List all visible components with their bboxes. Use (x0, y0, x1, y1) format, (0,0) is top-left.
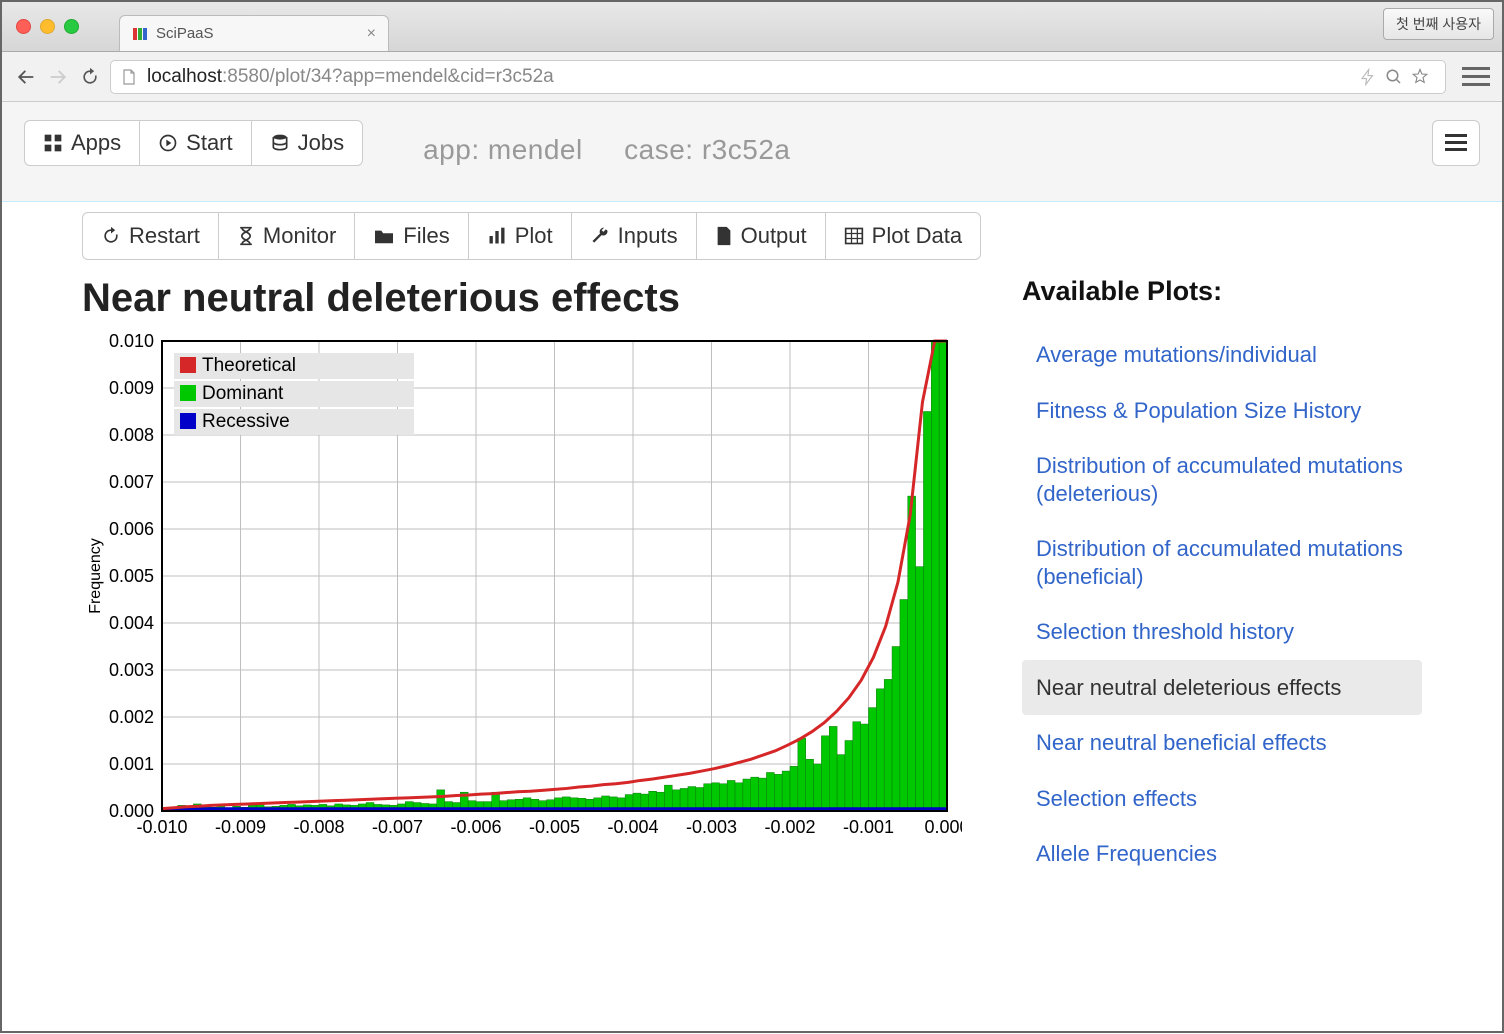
plot-link[interactable]: Distribution of accumulated mutations (b… (1022, 521, 1422, 604)
plot-column: Near neutral deleterious effects -0.010-… (82, 276, 962, 882)
plot-button[interactable]: Plot (468, 212, 572, 260)
available-plots-title: Available Plots: (1022, 276, 1422, 307)
svg-text:0.005: 0.005 (109, 566, 154, 586)
url-path: :8580/plot/34?app=mendel&cid=r3c52a (222, 66, 554, 88)
output-button[interactable]: Output (696, 212, 826, 260)
play-circle-icon (158, 133, 178, 153)
bolt-icon[interactable] (1359, 68, 1377, 86)
browser-toolbar: localhost:8580/plot/34?app=mendel&cid=r3… (2, 52, 1502, 102)
nav-back-button[interactable] (14, 65, 38, 89)
svg-text:0.001: 0.001 (109, 754, 154, 774)
window-minimize-button[interactable] (40, 19, 55, 34)
svg-text:0.002: 0.002 (109, 707, 154, 727)
restart-button[interactable]: Restart (82, 212, 219, 260)
plot-link-list: Average mutations/individualFitness & Po… (1022, 327, 1422, 882)
svg-text:-0.009: -0.009 (215, 817, 266, 837)
plot-data-button[interactable]: Plot Data (825, 212, 982, 260)
folder-icon (373, 227, 395, 245)
svg-text:-0.003: -0.003 (686, 817, 737, 837)
user-menu-label: 첫 번째 사용자 (1396, 14, 1481, 34)
bar-chart-icon (487, 226, 507, 246)
svg-text:0.010: 0.010 (109, 331, 154, 351)
browser-user-menu[interactable]: 첫 번째 사용자 (1383, 8, 1494, 40)
svg-text:0.007: 0.007 (109, 472, 154, 492)
hourglass-icon (237, 226, 255, 246)
browser-menu-button[interactable] (1462, 63, 1490, 91)
jobs-button[interactable]: Jobs (251, 120, 363, 166)
svg-text:0.008: 0.008 (109, 425, 154, 445)
nav-forward-button[interactable] (46, 65, 70, 89)
tab-close-icon[interactable]: × (367, 25, 376, 43)
nav-reload-button[interactable] (78, 65, 102, 89)
svg-text:0.004: 0.004 (109, 613, 154, 633)
inputs-button[interactable]: Inputs (571, 212, 697, 260)
window-zoom-button[interactable] (64, 19, 79, 34)
plot-link[interactable]: Selection effects (1022, 771, 1422, 827)
database-icon (270, 133, 290, 153)
plot-title: Near neutral deleterious effects (82, 276, 962, 321)
main-content: Near neutral deleterious effects -0.010-… (2, 276, 1502, 882)
svg-text:-0.006: -0.006 (450, 817, 501, 837)
app-header: Apps Start Jobs app: mendel case: r3c52a (2, 102, 1502, 202)
plot-link[interactable]: Average mutations/individual (1022, 327, 1422, 383)
apps-label: Apps (71, 130, 121, 156)
plot-link[interactable]: Near neutral deleterious effects (1022, 660, 1422, 716)
svg-text:Theoretical: Theoretical (202, 355, 296, 376)
wrench-icon (590, 226, 610, 246)
plot-link[interactable]: Distribution of accumulated mutations (d… (1022, 438, 1422, 521)
svg-text:0.009: 0.009 (109, 378, 154, 398)
url-host: localhost (147, 66, 222, 88)
svg-text:-0.002: -0.002 (764, 817, 815, 837)
tab-favicon (132, 26, 148, 42)
svg-text:0.003: 0.003 (109, 660, 154, 680)
svg-text:-0.001: -0.001 (843, 817, 894, 837)
browser-tab-bar: SciPaaS × (119, 2, 389, 51)
plot-link[interactable]: Fitness & Population Size History (1022, 383, 1422, 439)
svg-text:Dominant: Dominant (202, 383, 284, 404)
available-plots-panel: Available Plots: Average mutations/indiv… (1022, 276, 1422, 882)
svg-text:-0.004: -0.004 (607, 817, 658, 837)
jobs-label: Jobs (298, 130, 344, 156)
hamburger-icon (1445, 134, 1467, 152)
file-icon (715, 226, 733, 246)
app-case-status: app: mendel case: r3c52a (423, 134, 790, 166)
svg-text:0.000: 0.000 (109, 801, 154, 821)
svg-text:-0.008: -0.008 (293, 817, 344, 837)
svg-text:Frequency: Frequency (87, 538, 104, 614)
browser-tab[interactable]: SciPaaS × (119, 15, 389, 51)
bookmark-star-icon[interactable] (1411, 68, 1429, 86)
start-button[interactable]: Start (139, 120, 251, 166)
files-button[interactable]: Files (354, 212, 468, 260)
sub-toolbar: Restart Monitor Files Plot Inputs Output… (82, 212, 1502, 260)
table-icon (844, 226, 864, 246)
window-titlebar: SciPaaS × 첫 번째 사용자 (2, 2, 1502, 52)
plot-canvas: -0.010-0.009-0.008-0.007-0.006-0.005-0.0… (82, 331, 962, 851)
svg-text:-0.007: -0.007 (372, 817, 423, 837)
monitor-button[interactable]: Monitor (218, 212, 355, 260)
svg-text:0.000: 0.000 (924, 817, 962, 837)
start-label: Start (186, 130, 232, 156)
page-icon (121, 69, 137, 85)
apps-button[interactable]: Apps (24, 120, 140, 166)
tab-title: SciPaaS (156, 25, 214, 42)
zoom-icon[interactable] (1385, 68, 1403, 86)
top-nav-group: Apps Start Jobs (24, 120, 363, 166)
svg-text:0.006: 0.006 (109, 519, 154, 539)
plot-link[interactable]: Allele Frequencies (1022, 826, 1422, 882)
svg-text:Recessive: Recessive (202, 411, 290, 432)
svg-text:-0.005: -0.005 (529, 817, 580, 837)
traffic-lights (2, 19, 79, 34)
plot-link[interactable]: Selection threshold history (1022, 604, 1422, 660)
grid-icon (43, 133, 63, 153)
app-menu-button[interactable] (1432, 120, 1480, 166)
plot-link[interactable]: Near neutral beneficial effects (1022, 715, 1422, 771)
window-close-button[interactable] (16, 19, 31, 34)
refresh-icon (101, 226, 121, 246)
address-bar[interactable]: localhost:8580/plot/34?app=mendel&cid=r3… (110, 60, 1446, 94)
